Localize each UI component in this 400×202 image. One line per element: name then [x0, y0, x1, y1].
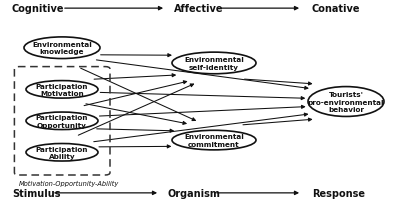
Text: Tourists'
pro-environmental
behavior: Tourists' pro-environmental behavior	[308, 92, 384, 113]
Text: Affective: Affective	[174, 4, 224, 14]
Ellipse shape	[308, 87, 384, 117]
Text: Motivation-Opportunity-Ability: Motivation-Opportunity-Ability	[19, 180, 120, 186]
Ellipse shape	[24, 38, 100, 59]
Ellipse shape	[172, 53, 256, 74]
Text: Participation
Motivation: Participation Motivation	[36, 83, 88, 97]
Text: Response: Response	[312, 188, 365, 198]
Text: Environmental
knowledge: Environmental knowledge	[32, 42, 92, 55]
Ellipse shape	[26, 144, 98, 161]
Text: Stimulus: Stimulus	[12, 188, 60, 198]
Text: Cognitive: Cognitive	[12, 4, 64, 14]
Text: Environmental
self-identity: Environmental self-identity	[184, 57, 244, 70]
Ellipse shape	[26, 113, 98, 130]
Text: Participation
Ability: Participation Ability	[36, 146, 88, 159]
Text: Environmental
commitment: Environmental commitment	[184, 134, 244, 147]
Text: Conative: Conative	[312, 4, 360, 14]
Ellipse shape	[172, 131, 256, 150]
Text: Organism: Organism	[168, 188, 221, 198]
Ellipse shape	[26, 81, 98, 99]
Text: Participation
Opportunity: Participation Opportunity	[36, 115, 88, 128]
